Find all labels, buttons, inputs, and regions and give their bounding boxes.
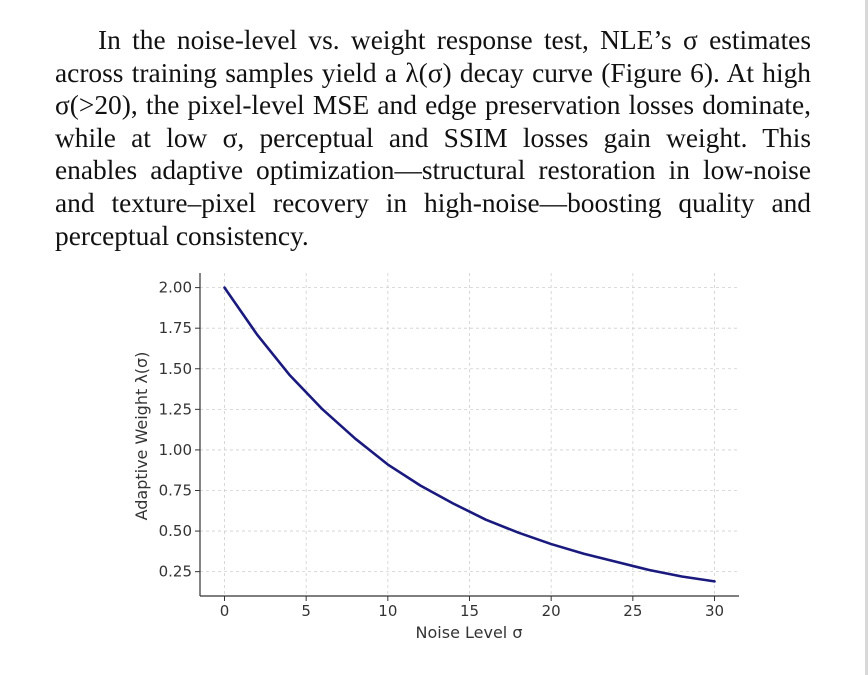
y-axis-label: Adaptive Weight λ(σ) <box>132 352 151 521</box>
y-tick-label: 0.25 <box>159 563 192 581</box>
grid-lines <box>200 273 739 596</box>
x-tick-label: 10 <box>378 602 397 620</box>
x-axis-ticks: 0 5 10 15 20 25 30 <box>220 596 724 620</box>
y-tick-label: 1.25 <box>159 400 192 418</box>
y-tick-label: 1.50 <box>159 360 192 378</box>
x-tick-label: 0 <box>220 602 230 620</box>
x-tick-label: 25 <box>623 602 642 620</box>
x-tick-label: 15 <box>460 602 479 620</box>
y-tick-label: 0.50 <box>159 522 192 540</box>
x-tick-label: 30 <box>705 602 724 620</box>
y-tick-label: 1.75 <box>159 319 192 337</box>
series-line <box>223 286 716 583</box>
page-edge-divider <box>865 0 868 675</box>
y-tick-label: 1.00 <box>159 441 192 459</box>
x-tick-label: 5 <box>301 602 311 620</box>
y-tick-label: 0.75 <box>159 481 192 499</box>
body-paragraph: In the noise-level vs. weight response t… <box>55 25 811 251</box>
y-axis-ticks: 0.25 0.50 0.75 1.00 1.25 1.50 1.75 2.00 <box>159 279 200 581</box>
series-layer <box>223 286 716 583</box>
x-axis-label: Noise Level σ <box>416 623 523 642</box>
x-tick-label: 20 <box>542 602 561 620</box>
y-tick-label: 2.00 <box>159 279 192 297</box>
